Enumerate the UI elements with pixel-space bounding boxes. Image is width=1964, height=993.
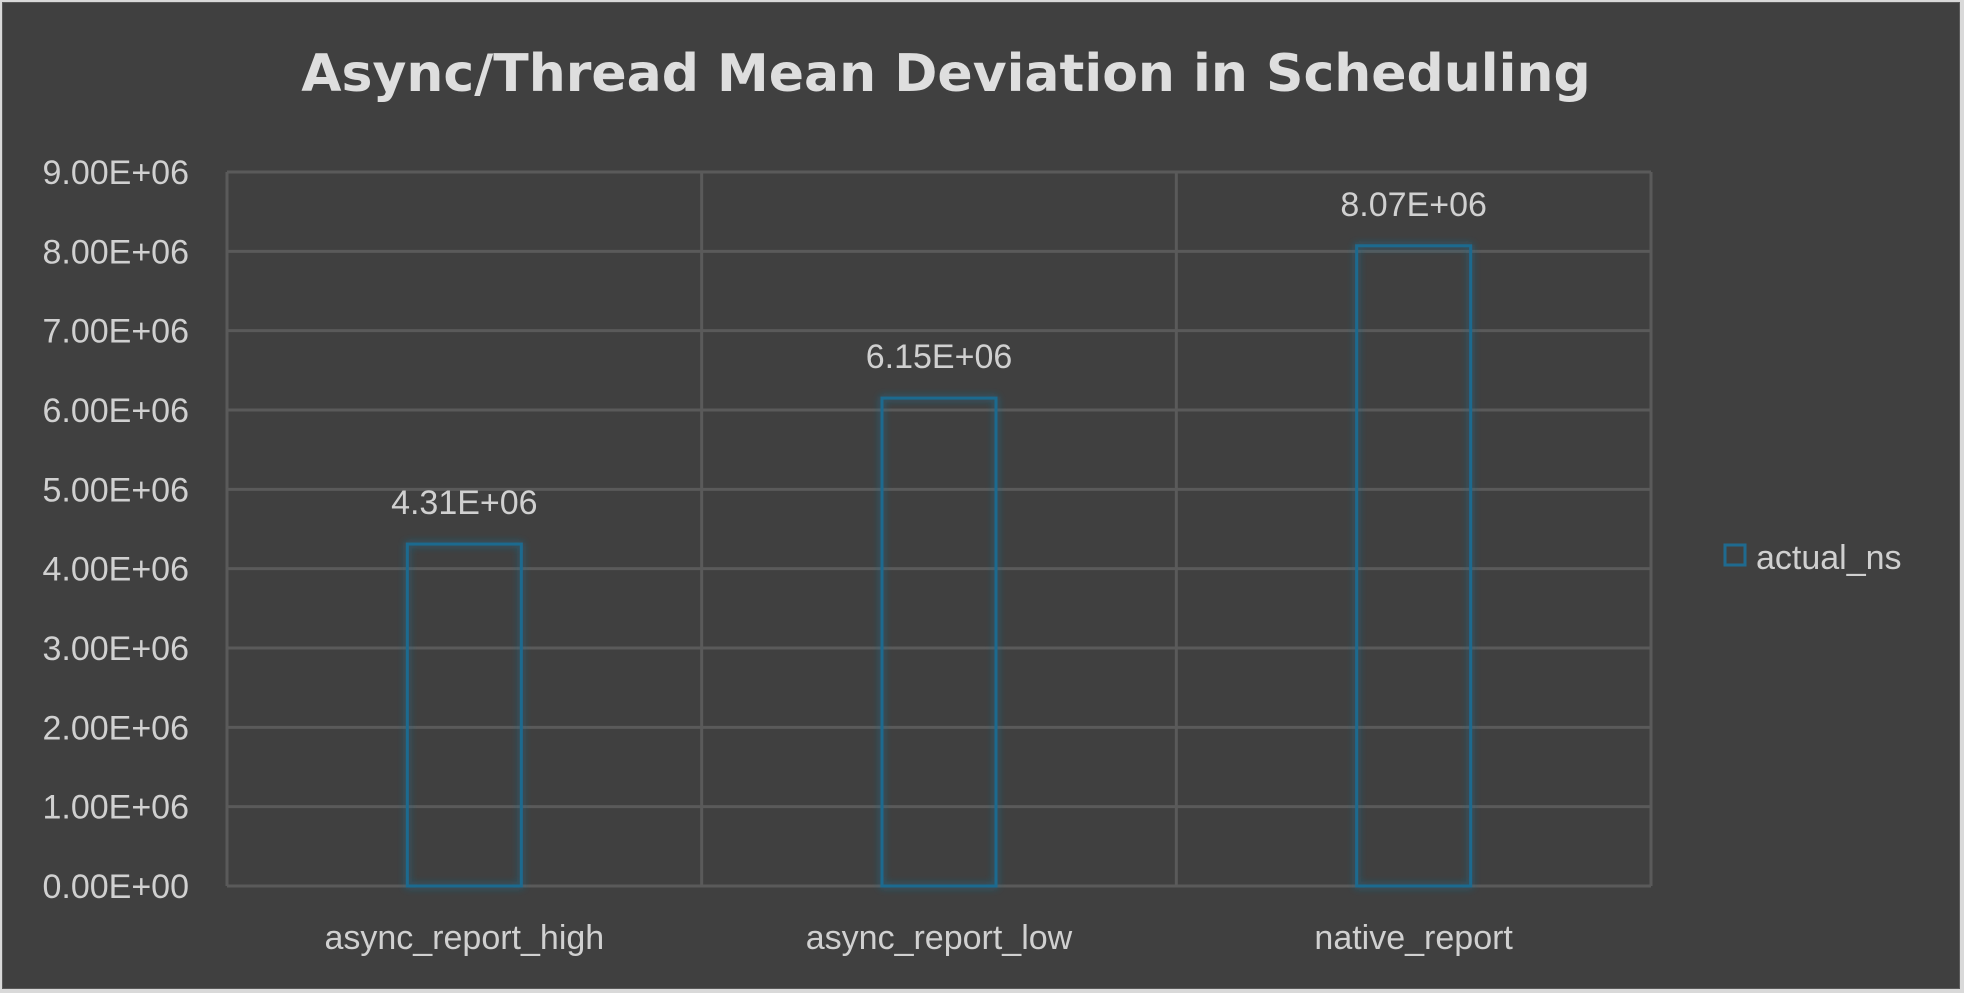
x-category-label: native_report xyxy=(1314,919,1513,957)
bar xyxy=(1355,244,1473,888)
data-label: 6.15E+06 xyxy=(866,338,1013,376)
chart-title: Async/Thread Mean Deviation in Schedulin… xyxy=(301,44,1590,104)
y-axis-ticks: 0.00E+00 1.00E+06 2.00E+06 3.00E+06 4.00E+06… xyxy=(42,154,189,906)
data-labels: 4.31E+06 6.15E+06 8.07E+06 xyxy=(391,186,1487,522)
bars xyxy=(405,244,1473,888)
y-tick-label: 3.00E+06 xyxy=(42,630,189,668)
x-category-label: async_report_high xyxy=(324,919,604,957)
bar xyxy=(405,542,523,888)
y-tick-label: 7.00E+06 xyxy=(42,313,189,351)
legend: actual_ns xyxy=(1723,539,1902,577)
y-tick-label: 8.00E+06 xyxy=(42,233,189,271)
legend-swatch xyxy=(1723,543,1747,567)
y-tick-label: 0.00E+00 xyxy=(42,868,189,906)
legend-label: actual_ns xyxy=(1756,539,1902,577)
y-tick-label: 2.00E+06 xyxy=(42,709,189,747)
bar xyxy=(880,396,998,888)
data-label: 4.31E+06 xyxy=(391,484,538,522)
y-tick-label: 1.00E+06 xyxy=(42,789,189,827)
x-axis-categories: async_report_high async_report_low native_… xyxy=(324,919,1513,957)
gridlines xyxy=(225,170,1653,888)
y-tick-label: 5.00E+06 xyxy=(42,471,189,509)
x-category-label: async_report_low xyxy=(806,919,1073,957)
y-tick-label: 6.00E+06 xyxy=(42,392,189,430)
y-tick-label: 9.00E+06 xyxy=(42,154,189,192)
y-tick-label: 4.00E+06 xyxy=(42,551,189,589)
data-label: 8.07E+06 xyxy=(1340,186,1487,224)
bar-chart: Async/Thread Mean Deviation in Schedulin… xyxy=(42,44,1902,957)
